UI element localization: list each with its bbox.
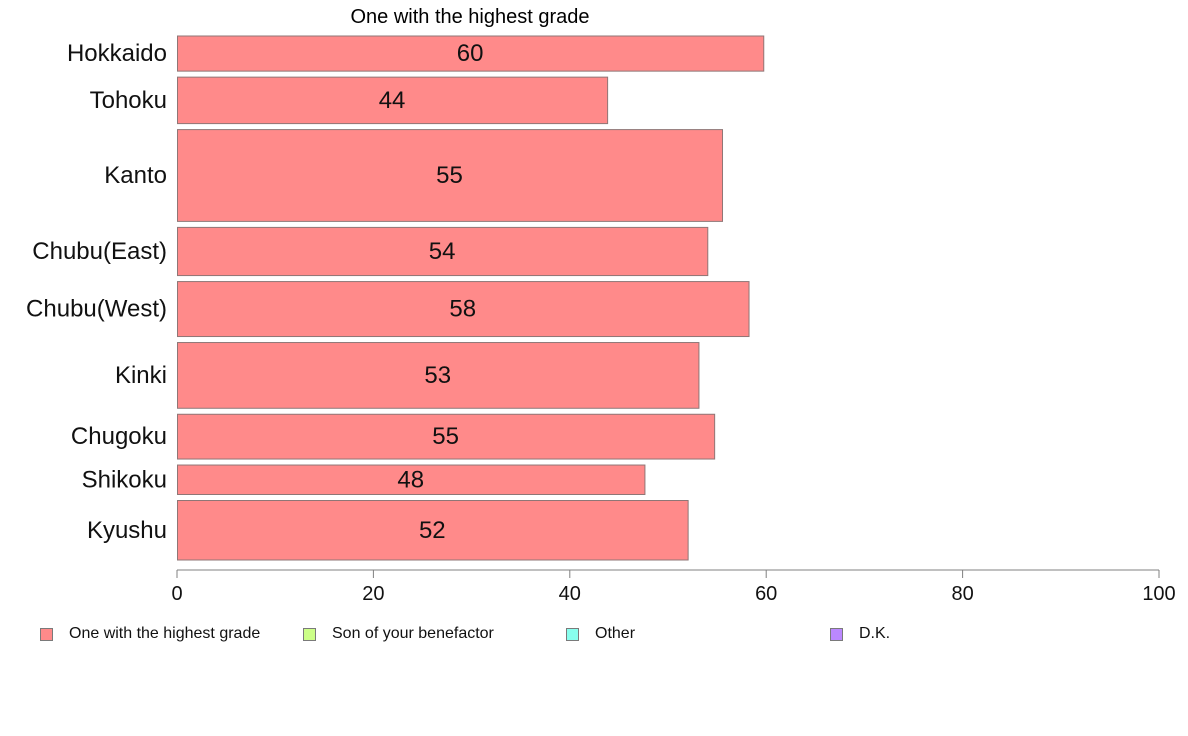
category-label-kyushu: Kyushu <box>87 517 167 544</box>
bar-chugoku <box>177 413 716 460</box>
legend-item-son-of-benefactor: Son of your benefactor <box>303 624 494 644</box>
data-label-shikoku: 48 <box>397 466 424 493</box>
category-label-chubu-west: Chubu(West) <box>26 296 167 323</box>
category-label-hokkaido: Hokkaido <box>67 40 167 67</box>
legend-item-highest-grade: One with the highest grade <box>40 624 260 644</box>
legend-label-other: Other <box>595 625 636 642</box>
x-tick-label-20: 20 <box>362 583 384 605</box>
legend-swatch-other <box>566 627 579 641</box>
category-label-kanto: Kanto <box>104 162 167 189</box>
data-label-hokkaido: 60 <box>457 40 484 67</box>
chart-title: One with the highest grade <box>350 6 590 28</box>
legend-item-dk: D.K. <box>830 624 890 644</box>
legend-swatch-highest-grade <box>40 627 53 641</box>
legend: One with the highest grade Son of your b… <box>40 624 940 644</box>
category-label-shikoku: Shikoku <box>82 466 167 493</box>
data-label-kyushu: 52 <box>419 517 446 544</box>
x-tick-label-80: 80 <box>951 583 973 605</box>
category-label-kinki: Kinki <box>115 362 167 389</box>
legend-swatch-son-of-benefactor <box>303 627 316 641</box>
bar-hokkaido <box>177 35 765 72</box>
x-tick-label-0: 0 <box>171 583 182 605</box>
category-label-chubu-east: Chubu(East) <box>32 238 167 265</box>
legend-label-highest-grade: One with the highest grade <box>69 625 261 642</box>
bar-tohoku <box>177 76 609 125</box>
legend-label-dk: D.K. <box>859 625 891 642</box>
data-label-kanto: 55 <box>436 162 463 189</box>
legend-item-other: Other <box>566 624 635 644</box>
bar-kanto <box>177 129 724 222</box>
data-label-chugoku: 55 <box>432 423 459 450</box>
bar-shikoku <box>177 464 646 495</box>
data-label-kinki: 53 <box>424 362 451 389</box>
bar-kinki <box>177 342 700 409</box>
data-label-chubu-west: 58 <box>449 296 476 323</box>
bar-chubu-west <box>177 281 750 338</box>
data-label-tohoku: 44 <box>379 87 406 114</box>
x-tick-label-100: 100 <box>1142 583 1175 605</box>
category-label-chugoku: Chugoku <box>71 423 167 450</box>
x-tick-label-40: 40 <box>559 583 581 605</box>
data-label-chubu-east: 54 <box>429 238 456 265</box>
bar-chubu-east <box>177 226 709 277</box>
category-label-tohoku: Tohoku <box>90 87 167 114</box>
x-tick-label-60: 60 <box>755 583 777 605</box>
legend-label-son-of-benefactor: Son of your benefactor <box>332 625 494 642</box>
legend-swatch-dk <box>830 627 843 641</box>
bar-kyushu <box>177 500 689 561</box>
